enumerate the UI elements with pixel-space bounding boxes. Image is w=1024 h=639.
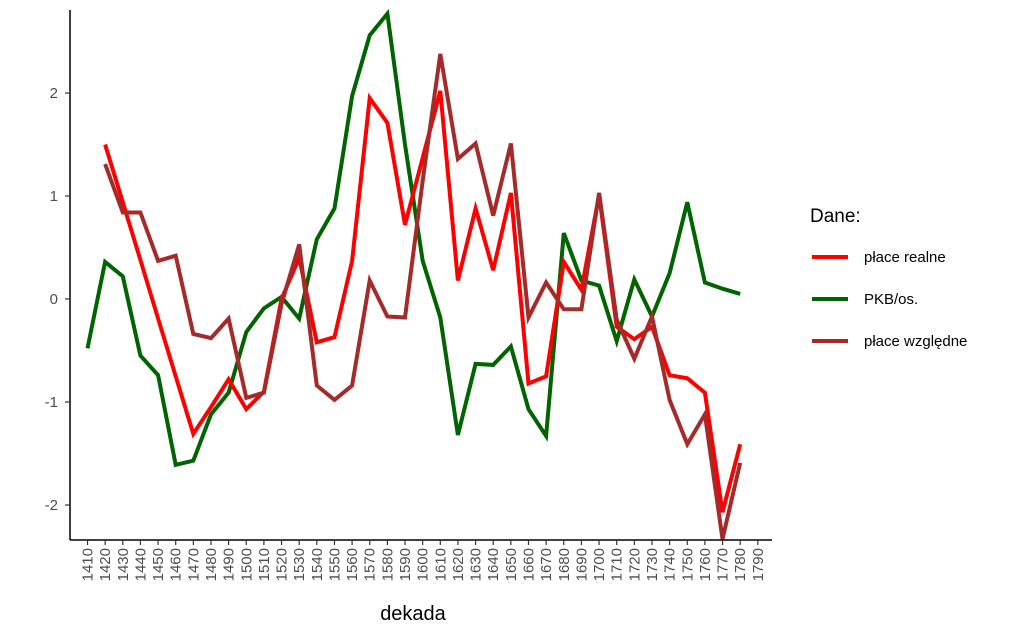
y-tick-label: -2 xyxy=(45,497,58,514)
y-tick-label: 0 xyxy=(50,291,58,308)
legend-title: Dane: xyxy=(810,206,861,227)
x-tick-label: 1750 xyxy=(679,548,696,581)
y-tick-label: 1 xyxy=(50,188,58,205)
legend-label: płace względne xyxy=(864,333,967,350)
x-tick-label: 1650 xyxy=(503,548,520,581)
x-tick-label: 1430 xyxy=(115,548,132,581)
series-layer xyxy=(85,8,743,540)
x-tick-label: 1780 xyxy=(732,548,749,581)
x-ticks: 1410 1420 1430 1440 1450 1460 1470 1480 1490 1500… xyxy=(80,540,767,581)
x-tick-label: 1720 xyxy=(626,548,643,581)
x-tick-label: 1480 xyxy=(203,548,220,581)
x-tick-label: 1640 xyxy=(485,548,502,581)
series-line-place-wzgledne xyxy=(103,53,743,540)
legend-label: płace realne xyxy=(864,249,946,266)
x-tick-label: 1520 xyxy=(274,548,291,581)
x-tick-label: 1460 xyxy=(168,548,185,581)
x-tick-label: 1530 xyxy=(291,548,308,581)
y-tick-label: 2 xyxy=(50,85,58,102)
x-tick-label: 1660 xyxy=(521,548,538,581)
x-tick-label: 1420 xyxy=(97,548,114,581)
x-tick-label: 1760 xyxy=(697,548,714,581)
x-tick-label: 1690 xyxy=(573,548,590,581)
x-tick-label: 1620 xyxy=(450,548,467,581)
x-tick-label: 1490 xyxy=(221,548,238,581)
x-tick-label: 1440 xyxy=(132,548,149,581)
x-tick-label: 1500 xyxy=(238,548,255,581)
x-tick-label: 1540 xyxy=(309,548,326,581)
x-tick-label: 1600 xyxy=(415,548,432,581)
x-tick-label: 1590 xyxy=(397,548,414,581)
legend-label: PKB/os. xyxy=(864,291,918,308)
x-tick-label: 1670 xyxy=(538,548,555,581)
x-tick-label: 1470 xyxy=(185,548,202,581)
series-line-place-realne xyxy=(103,90,743,513)
x-tick-label: 1790 xyxy=(750,548,767,581)
x-axis-title: dekada xyxy=(380,603,446,625)
x-tick-label: 1450 xyxy=(150,548,167,581)
x-tick-label: 1610 xyxy=(432,548,449,581)
x-tick-label: 1730 xyxy=(644,548,661,581)
x-tick-label: 1410 xyxy=(80,548,97,581)
x-tick-label: 1740 xyxy=(662,548,679,581)
x-tick-label: 1700 xyxy=(591,548,608,581)
legend: Dane: płace realne PKB/os. płace względne xyxy=(810,206,967,350)
x-tick-label: 1680 xyxy=(556,548,573,581)
series-line-pkb-os xyxy=(85,8,741,468)
x-tick-label: 1630 xyxy=(468,548,485,581)
x-tick-label: 1710 xyxy=(609,548,626,581)
y-tick-label: -1 xyxy=(45,394,58,411)
x-tick-label: 1580 xyxy=(379,548,396,581)
x-tick-label: 1550 xyxy=(326,548,343,581)
y-ticks: -2 -1 0 1 2 xyxy=(45,85,70,514)
x-tick-label: 1560 xyxy=(344,548,361,581)
x-tick-label: 1570 xyxy=(362,548,379,581)
x-tick-label: 1770 xyxy=(715,548,732,581)
x-tick-label: 1510 xyxy=(256,548,273,581)
